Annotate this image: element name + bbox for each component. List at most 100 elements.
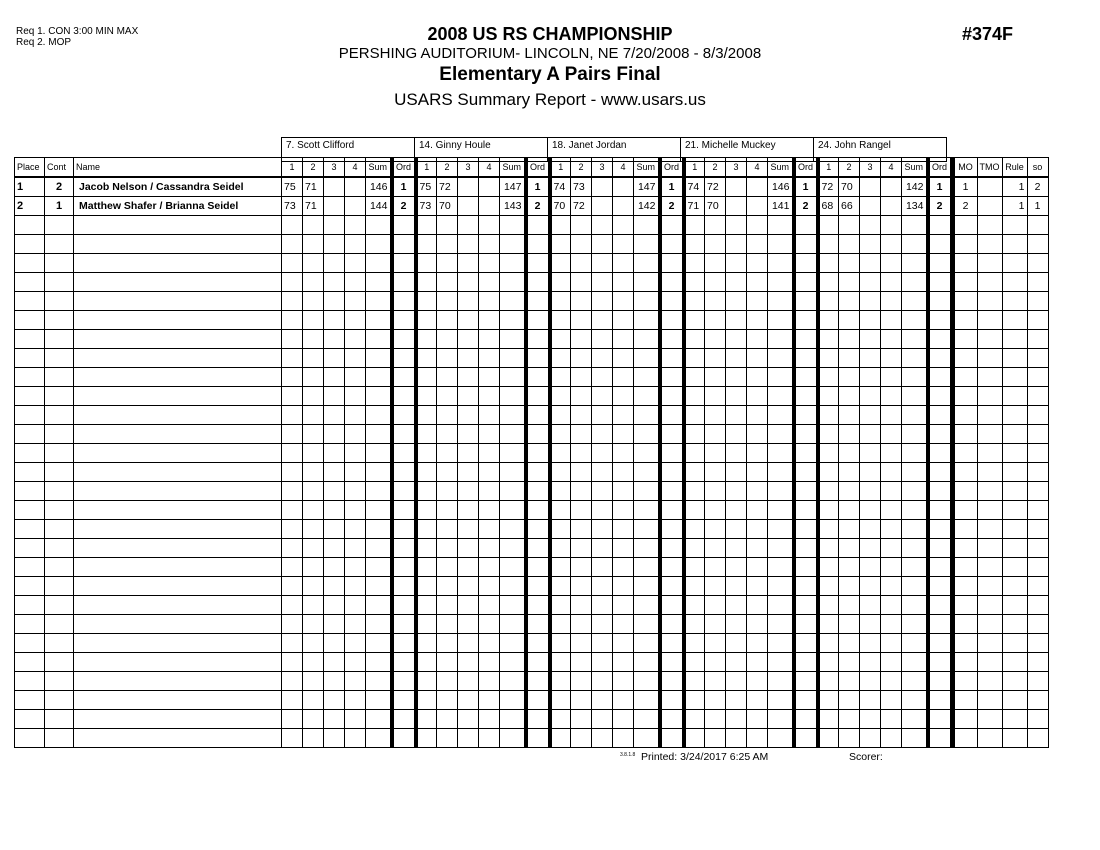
score-cell — [570, 348, 592, 368]
score-cell — [612, 367, 634, 387]
ordinal-cell — [389, 348, 418, 368]
place-cell — [14, 519, 45, 539]
mo-cell — [953, 367, 978, 387]
score-cell — [725, 728, 747, 748]
score-cell — [478, 614, 500, 634]
score-cell — [725, 538, 747, 558]
sum-cell — [499, 253, 526, 273]
score-cell — [570, 234, 592, 254]
score-cell — [570, 614, 592, 634]
score-cell — [817, 348, 839, 368]
sum-cell — [633, 576, 660, 596]
ordinal-cell — [523, 557, 552, 577]
score-cell — [570, 595, 592, 615]
score-cell — [436, 614, 458, 634]
cont-cell — [44, 462, 74, 482]
score-cell — [344, 234, 366, 254]
ordinal-cell — [657, 405, 686, 425]
table-row — [14, 633, 1049, 653]
score-cell — [838, 728, 860, 748]
score-cell — [549, 557, 571, 577]
score-cell — [725, 424, 747, 444]
score-cell — [436, 348, 458, 368]
score-cell — [612, 215, 634, 235]
rule-cell: 1 — [1001, 196, 1028, 216]
score-cell — [746, 576, 768, 596]
ordinal-cell — [657, 519, 686, 539]
mo-cell — [953, 557, 978, 577]
score-cell — [323, 576, 345, 596]
score-cell — [344, 576, 366, 596]
sum-cell: 147 — [499, 176, 526, 197]
ordinal-cell — [523, 633, 552, 653]
score-cell — [838, 576, 860, 596]
ordinal-cell — [523, 272, 552, 292]
score-cell — [323, 595, 345, 615]
score-cell — [591, 443, 613, 463]
ordinal-cell — [925, 595, 954, 615]
score-cell — [859, 519, 881, 539]
mo-cell — [953, 652, 978, 672]
ordinal-cell — [523, 576, 552, 596]
place-header: Place — [14, 157, 45, 178]
judge-col-header: 3 — [323, 157, 345, 178]
sum-cell — [633, 329, 660, 349]
score-cell — [683, 386, 705, 406]
score-cell — [838, 595, 860, 615]
score-cell — [683, 272, 705, 292]
sum-cell — [901, 215, 928, 235]
name-cell — [73, 329, 282, 349]
ordinal-cell — [523, 443, 552, 463]
sum-cell — [767, 576, 794, 596]
tmo-cell — [976, 557, 1003, 577]
score-cell — [746, 690, 768, 710]
ordinal-cell — [925, 234, 954, 254]
ordinal-cell — [657, 215, 686, 235]
sum-cell — [365, 329, 392, 349]
score-cell — [880, 557, 902, 577]
score-cell — [323, 633, 345, 653]
rule-cell — [1001, 500, 1028, 520]
score-cell — [436, 424, 458, 444]
score-cell — [302, 481, 324, 501]
ordinal-cell — [657, 671, 686, 691]
sum-cell — [499, 424, 526, 444]
name-cell — [73, 709, 282, 729]
ordinal-cell — [925, 576, 954, 596]
score-cell — [549, 576, 571, 596]
score-cell — [549, 671, 571, 691]
requirement-2: Req 2. MOP — [16, 37, 72, 48]
score-cell — [323, 728, 345, 748]
score-cell — [817, 329, 839, 349]
place-cell — [14, 576, 45, 596]
ordinal-cell — [925, 519, 954, 539]
score-cell — [817, 633, 839, 653]
score-cell — [478, 272, 500, 292]
so-cell — [1026, 462, 1049, 482]
ordinal-cell — [389, 538, 418, 558]
mo-cell — [953, 215, 978, 235]
score-cell — [457, 690, 479, 710]
place-cell — [14, 500, 45, 520]
judge-col-header: 3 — [859, 157, 881, 178]
rule-cell — [1001, 481, 1028, 501]
score-cell — [683, 348, 705, 368]
ordinal-cell — [657, 481, 686, 501]
tmo-cell — [976, 424, 1003, 444]
judge-col-header: 4 — [880, 157, 902, 178]
score-cell — [746, 215, 768, 235]
score-cell — [415, 728, 437, 748]
name-cell — [73, 671, 282, 691]
ordinal-cell — [657, 709, 686, 729]
score-cell — [612, 176, 634, 197]
score-cell — [281, 557, 303, 577]
rule-cell — [1001, 614, 1028, 634]
ordinal-cell — [657, 348, 686, 368]
place-cell — [14, 614, 45, 634]
mo-cell — [953, 633, 978, 653]
score-cell — [570, 405, 592, 425]
score-cell — [281, 386, 303, 406]
cont-cell — [44, 633, 74, 653]
sum-cell — [767, 671, 794, 691]
score-cell — [838, 405, 860, 425]
